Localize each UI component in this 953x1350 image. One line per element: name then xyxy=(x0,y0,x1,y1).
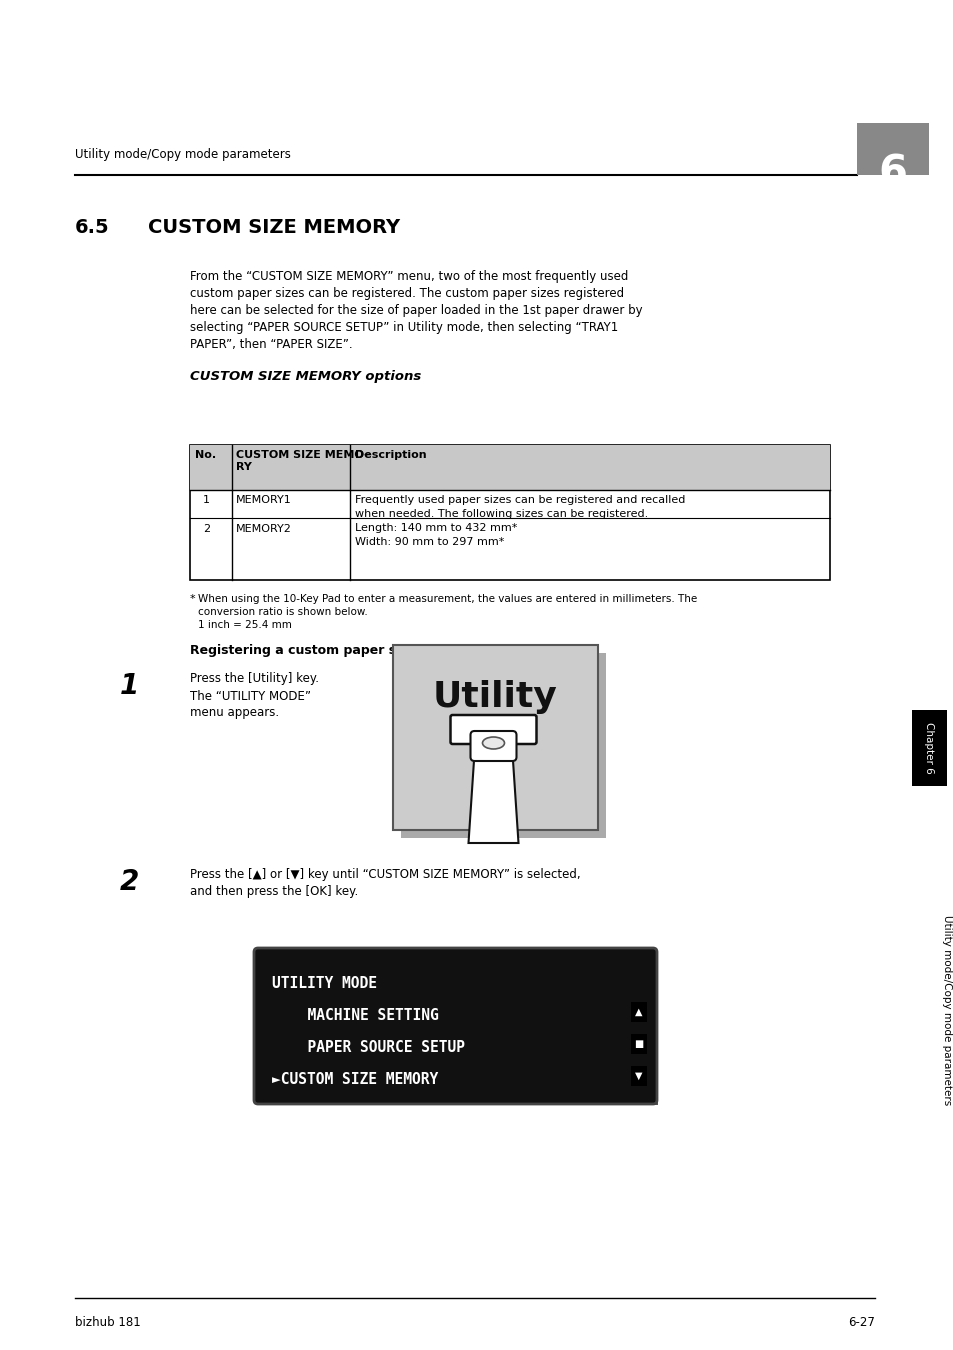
Text: ►CUSTOM SIZE MEMORY: ►CUSTOM SIZE MEMORY xyxy=(272,1072,437,1087)
Text: custom paper sizes can be registered. The custom paper sizes registered: custom paper sizes can be registered. Th… xyxy=(190,288,623,300)
Text: Frequently used paper sizes can be registered and recalled: Frequently used paper sizes can be regis… xyxy=(355,495,684,505)
Text: *: * xyxy=(190,594,195,603)
Text: MEMORY2: MEMORY2 xyxy=(235,524,292,535)
Text: when needed. The following sizes can be registered.: when needed. The following sizes can be … xyxy=(355,509,648,518)
Text: Utility mode/Copy mode parameters: Utility mode/Copy mode parameters xyxy=(941,915,951,1106)
Text: Utility: Utility xyxy=(433,680,558,714)
Text: CUSTOM SIZE MEMO-: CUSTOM SIZE MEMO- xyxy=(235,450,368,460)
Text: Press the [▲] or [▼] key until “CUSTOM SIZE MEMORY” is selected,: Press the [▲] or [▼] key until “CUSTOM S… xyxy=(190,868,580,882)
Text: conversion ratio is shown below.: conversion ratio is shown below. xyxy=(198,608,367,617)
Bar xyxy=(630,1066,646,1085)
Bar xyxy=(190,446,829,490)
Bar xyxy=(400,653,605,838)
Bar xyxy=(393,645,598,830)
Text: When using the 10-Key Pad to enter a measurement, the values are entered in mill: When using the 10-Key Pad to enter a mea… xyxy=(198,594,697,603)
FancyBboxPatch shape xyxy=(470,730,516,761)
Text: selecting “PAPER SOURCE SETUP” in Utility mode, then selecting “TRAY1: selecting “PAPER SOURCE SETUP” in Utilit… xyxy=(190,321,618,333)
Text: 2: 2 xyxy=(203,524,210,535)
Text: and then press the [OK] key.: and then press the [OK] key. xyxy=(190,886,358,898)
Bar xyxy=(630,1002,646,1022)
Text: bizhub 181: bizhub 181 xyxy=(75,1316,141,1328)
Text: Chapter 6: Chapter 6 xyxy=(923,722,934,774)
Ellipse shape xyxy=(482,737,504,749)
Bar xyxy=(630,1034,646,1054)
Text: Press the [Utility] key.: Press the [Utility] key. xyxy=(190,672,318,684)
Bar xyxy=(911,710,946,786)
Text: PAPER SOURCE SETUP: PAPER SOURCE SETUP xyxy=(290,1040,464,1054)
Text: From the “CUSTOM SIZE MEMORY” menu, two of the most frequently used: From the “CUSTOM SIZE MEMORY” menu, two … xyxy=(190,270,628,284)
Text: 6-27: 6-27 xyxy=(847,1316,874,1328)
Text: PAPER”, then “PAPER SIZE”.: PAPER”, then “PAPER SIZE”. xyxy=(190,338,353,351)
Text: CUSTOM SIZE MEMORY options: CUSTOM SIZE MEMORY options xyxy=(190,370,421,383)
Text: 6.5: 6.5 xyxy=(75,217,110,238)
Polygon shape xyxy=(468,753,518,842)
Text: Length: 140 mm to 432 mm*: Length: 140 mm to 432 mm* xyxy=(355,522,517,533)
Text: 1 inch = 25.4 mm: 1 inch = 25.4 mm xyxy=(198,620,292,630)
Text: here can be selected for the size of paper loaded in the 1st paper drawer by: here can be selected for the size of pap… xyxy=(190,304,642,317)
Text: 6: 6 xyxy=(878,153,906,194)
Text: 1: 1 xyxy=(120,672,139,701)
FancyBboxPatch shape xyxy=(450,716,536,744)
Text: MEMORY1: MEMORY1 xyxy=(235,495,292,505)
Text: MACHINE SETTING: MACHINE SETTING xyxy=(290,1008,438,1023)
Text: Width: 90 mm to 297 mm*: Width: 90 mm to 297 mm* xyxy=(355,537,504,547)
Bar xyxy=(263,957,658,1106)
Bar xyxy=(190,446,829,580)
Bar xyxy=(856,123,928,176)
Text: 1: 1 xyxy=(203,495,210,505)
Text: ▲: ▲ xyxy=(635,1007,642,1017)
Text: ■: ■ xyxy=(634,1040,643,1049)
Text: ▼: ▼ xyxy=(635,1071,642,1081)
Text: No.: No. xyxy=(194,450,216,460)
Text: The “UTILITY MODE”: The “UTILITY MODE” xyxy=(190,690,311,703)
Text: 2: 2 xyxy=(120,868,139,896)
Text: CUSTOM SIZE MEMORY: CUSTOM SIZE MEMORY xyxy=(148,217,399,238)
Text: menu appears.: menu appears. xyxy=(190,706,279,720)
Text: RY: RY xyxy=(235,462,252,472)
Text: Utility mode/Copy mode parameters: Utility mode/Copy mode parameters xyxy=(75,148,291,161)
Text: Description: Description xyxy=(355,450,426,460)
Text: Registering a custom paper size: Registering a custom paper size xyxy=(190,644,416,657)
FancyBboxPatch shape xyxy=(253,948,657,1104)
Text: UTILITY MODE: UTILITY MODE xyxy=(272,976,376,991)
